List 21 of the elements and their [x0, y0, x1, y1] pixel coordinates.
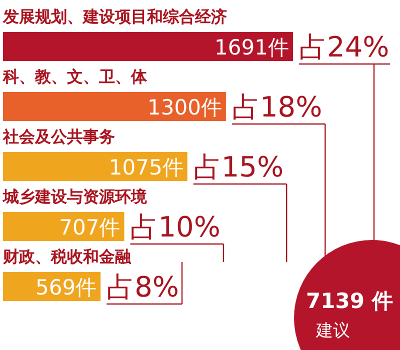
y-tick-label: 财政、税收和金融 [2, 247, 132, 266]
bar [3, 212, 124, 241]
annotation: 占24% [299, 30, 390, 64]
annotation: 占15% [193, 150, 284, 184]
y-tick-label: 科、教、文、卫、体 [2, 67, 148, 86]
data-label: 707件 [59, 216, 120, 240]
y-tick-label: 发展规划、建设项目和综合经济 [2, 7, 227, 26]
y-tick-label: 社会及公共事务 [2, 127, 115, 146]
bar [3, 152, 188, 181]
data-label: 1300件 [147, 96, 222, 120]
data-label: 569件 [35, 276, 97, 300]
bar [3, 32, 293, 61]
bar [3, 92, 226, 121]
y-tick-label: 城乡建设与资源环境 [2, 187, 148, 206]
annotation: 占10% [130, 210, 220, 244]
annotation: 占18% [232, 90, 322, 124]
data-label: 1691件 [214, 36, 289, 60]
data-label: 1075件 [108, 156, 184, 180]
annotation: 占8% [106, 270, 180, 304]
text: 建议 [315, 321, 350, 341]
text: 7139 件 [306, 289, 393, 313]
